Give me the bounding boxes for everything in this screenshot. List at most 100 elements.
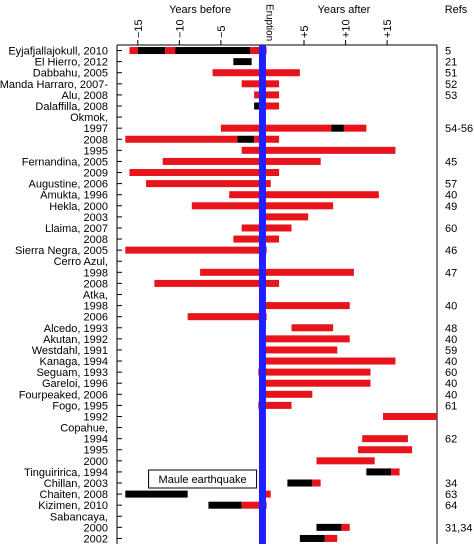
annotation-box (148, 469, 258, 489)
bar-segment-deformation (262, 213, 309, 221)
row-label: 2006 (84, 312, 108, 324)
row-label: Kanaga, 1994 (39, 356, 108, 368)
row-refs: 48 (445, 323, 457, 335)
x-tick-label: +5 (299, 25, 311, 38)
bar-segment-unrest (208, 501, 242, 509)
row-label: Westdahl, 1991 (32, 345, 108, 357)
x-tick-label: −10 (174, 19, 186, 38)
bar-segment-deformation (212, 69, 300, 77)
row-label: Copahue, (60, 423, 108, 435)
row-refs: 63 (445, 489, 457, 501)
bar-segment-unrest (125, 490, 188, 498)
bar-segment-deformation (154, 279, 280, 287)
row-label: Hekla, 2000 (49, 201, 108, 213)
row-refs: 64 (445, 500, 457, 512)
bar-segment-deformation (254, 135, 280, 143)
row-label: Fernandina, 2005 (22, 156, 108, 168)
x-tick-label: −5 (216, 25, 228, 38)
row-label: 1992 (84, 411, 108, 423)
row-label: 1995 (84, 445, 108, 457)
row-refs: 52 (445, 79, 457, 91)
row-label: 1994 (84, 434, 108, 446)
row-refs: 54-56 (445, 123, 473, 135)
eruption-label: Eruption (263, 4, 274, 41)
bar-segment-deformation (220, 124, 332, 132)
header-years-after: Years after (318, 4, 371, 16)
bar-segment-deformation (165, 47, 176, 55)
row-refs: 34 (445, 478, 457, 490)
bar-segment-deformation (262, 357, 396, 365)
row-label: 2009 (84, 168, 108, 180)
row-label: Tinguiririca, 1994 (24, 467, 108, 479)
row-refs: 40 (445, 301, 457, 313)
x-tick-label: +10 (341, 19, 353, 38)
bar-segment-deformation (125, 246, 267, 254)
row-label: 1998 (84, 301, 108, 313)
row-refs: 31,34 (445, 522, 473, 534)
chart-header: −15 −10 −5 +5 +10 +15 Years before Years after R… (133, 4, 468, 45)
bar-segment-unrest (233, 58, 252, 66)
header-years-before: Years before (169, 4, 231, 16)
row-label: Seguam, 1993 (36, 367, 108, 379)
row-label: Eyjafjallajokull, 2010 (8, 46, 108, 58)
row-refs: 40 (445, 389, 457, 401)
bar-segment-deformation (241, 224, 292, 232)
row-refs: 59 (445, 345, 457, 357)
row-label: El Hierro, 2012 (35, 57, 108, 69)
row-label: Sabancaya, (50, 511, 108, 523)
row-refs: 40 (445, 378, 457, 390)
row-label: Chillan, 2003 (44, 478, 108, 490)
bar-segment-deformation (343, 124, 367, 132)
bar-segment-deformation (258, 368, 371, 376)
refs-column: 52151525354-5645574049604647404840594060… (445, 46, 473, 535)
row-label: 2000 (84, 456, 108, 468)
row-refs: 45 (445, 156, 457, 168)
row-refs: 61 (445, 400, 457, 412)
x-tick-label: +15 (382, 19, 394, 38)
row-label: 1997 (84, 123, 108, 135)
bar-segment-unrest (299, 534, 325, 542)
row-label: 2008 (84, 278, 108, 290)
bar-segment-deformation (341, 523, 350, 531)
bar-segment-deformation (233, 235, 280, 243)
bar-segment-deformation (229, 191, 379, 199)
row-label: Okmok, (70, 112, 108, 124)
bar-segment-deformation (129, 169, 280, 177)
bar-segment-deformation (262, 302, 350, 310)
eruption-band (258, 45, 266, 544)
bar-segment-unrest (316, 523, 342, 531)
row-label: Atka, (83, 290, 108, 302)
bar-segment-deformation (316, 457, 375, 465)
annotation-layer: Maule earthquake (148, 469, 258, 489)
row-label: Augustine, 2006 (28, 179, 108, 191)
bar-segment-deformation (241, 146, 396, 154)
row-label: Kizimen, 2010 (38, 500, 108, 512)
row-refs: 60 (445, 367, 457, 379)
row-refs: 60 (445, 223, 457, 235)
bar-segment-deformation (129, 47, 138, 55)
bar-segment-deformation (262, 379, 371, 387)
bar-segment-deformation (324, 534, 338, 542)
bar-segment-deformation (358, 446, 413, 454)
row-label: Dalaffilla, 2008 (35, 101, 108, 113)
bar-segment-unrest (254, 102, 263, 110)
row-label: Amukta, 1996 (40, 190, 108, 202)
row-label: Fogo, 1995 (52, 400, 108, 412)
row-label: Alu, 2008 (62, 90, 108, 102)
bar-segment-deformation (162, 157, 321, 165)
bars-layer (125, 47, 437, 542)
bar-segment-deformation (241, 501, 267, 509)
eruption-line (258, 45, 266, 544)
bar-segment-deformation (262, 346, 338, 354)
bar-segment-unrest (137, 47, 166, 55)
row-refs: 40 (445, 190, 457, 202)
bar-segment-deformation (200, 268, 354, 276)
bar-segment-deformation (312, 479, 321, 487)
bar-segment-deformation (249, 47, 267, 55)
row-label: Akutan, 1992 (43, 334, 108, 346)
row-label: 2008 (84, 234, 108, 246)
row-label: 1995 (84, 145, 108, 157)
row-refs: 47 (445, 267, 457, 279)
